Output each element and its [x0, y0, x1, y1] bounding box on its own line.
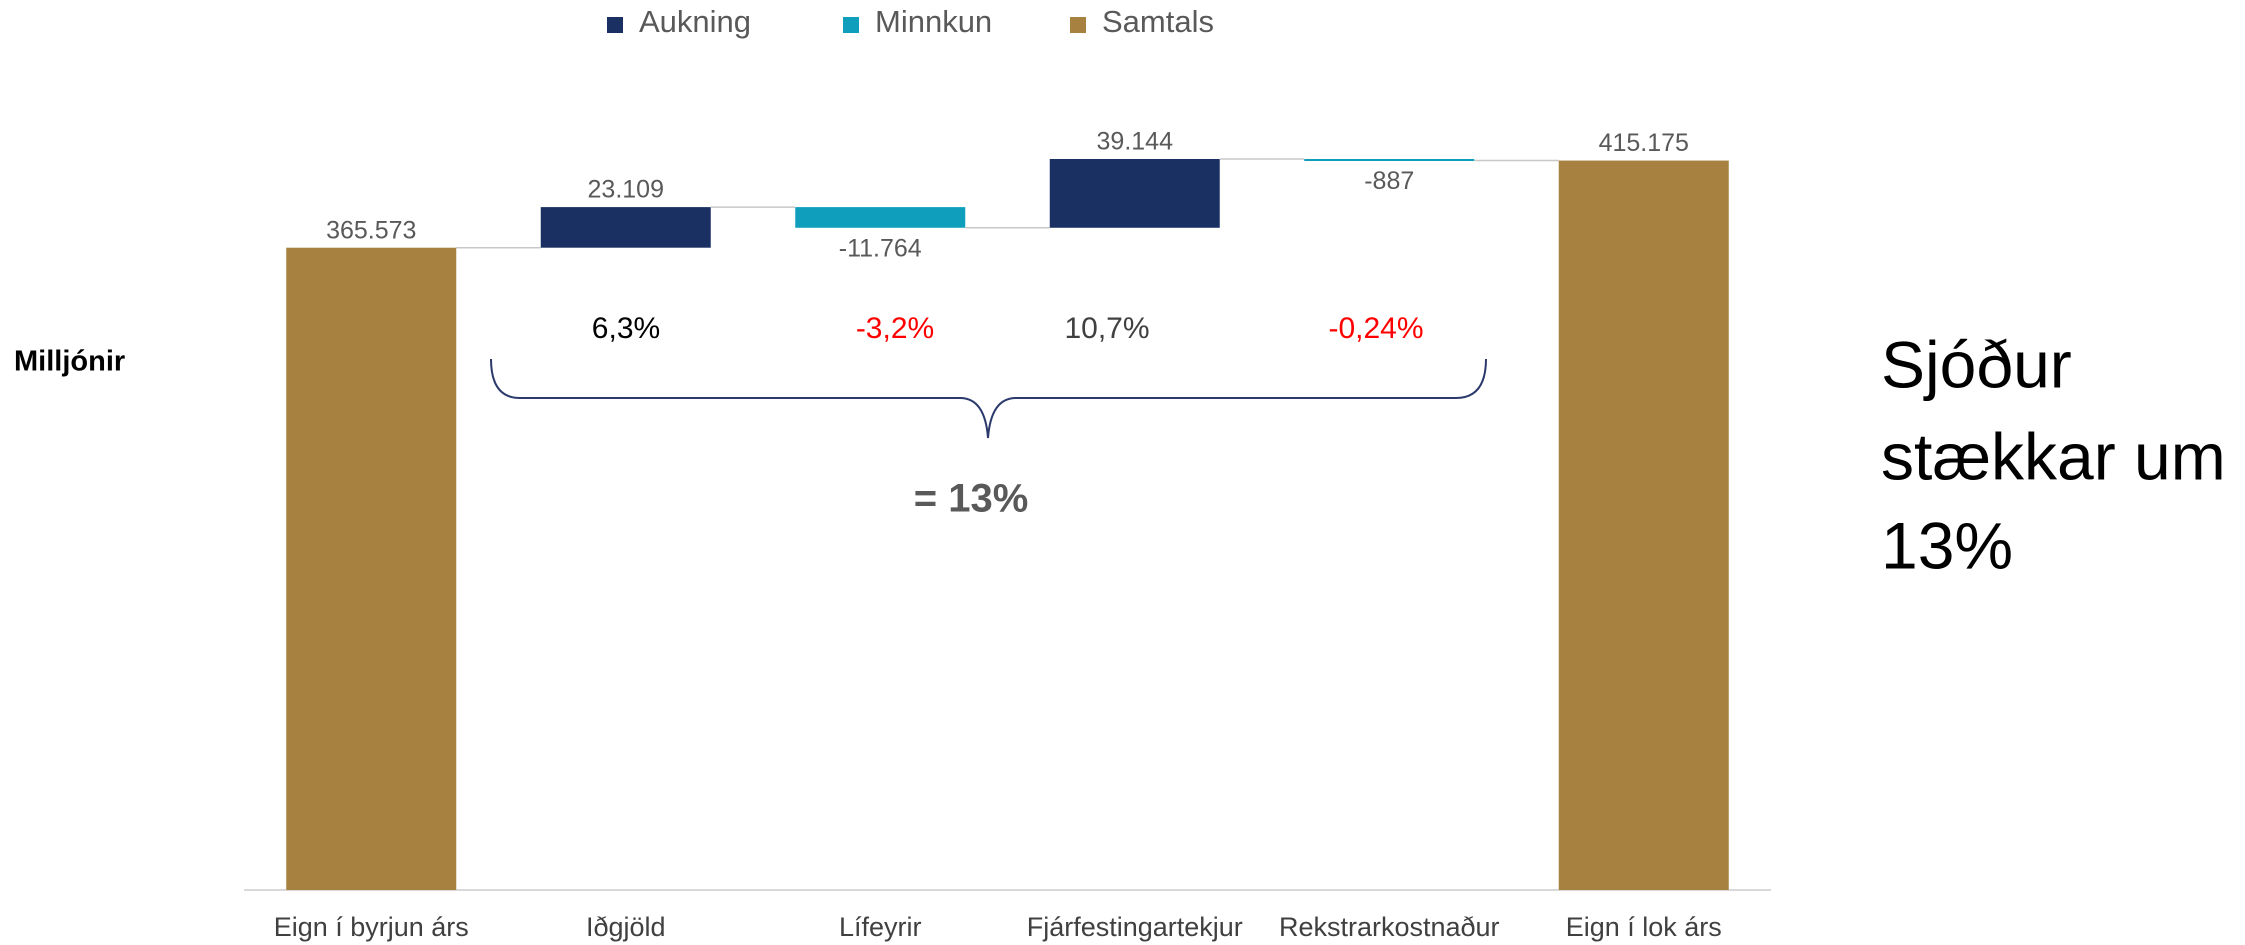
value-label: 365.573: [326, 216, 416, 244]
brace: [490, 358, 1487, 439]
legend-swatch: [607, 17, 623, 33]
x-tick-label: Eign í byrjun árs: [274, 912, 469, 942]
legend-swatch: [843, 17, 859, 33]
value-label: -11.764: [839, 234, 922, 262]
side-note: stækkar um: [1881, 419, 2226, 493]
legend-swatch: [1070, 17, 1086, 33]
x-tick-label: Lífeyrir: [839, 912, 922, 942]
legend-label: Samtals: [1102, 4, 1214, 39]
percent-annotation: 6,3%: [592, 312, 660, 345]
x-tick-label: Fjárfestingartekjur: [1027, 912, 1243, 942]
bar: [286, 247, 457, 890]
value-label: 415.175: [1599, 129, 1689, 157]
bar: [1558, 160, 1729, 890]
side-note: 13%: [1881, 508, 2013, 582]
value-label: 39.144: [1097, 128, 1174, 156]
side-note: Sjóður: [1881, 327, 2072, 401]
x-tick-label: Rekstrarkostnaður: [1279, 912, 1500, 942]
legend-label: Aukning: [639, 4, 751, 39]
bar: [540, 207, 711, 248]
legend-label: Minnkun: [875, 4, 992, 39]
percent-annotation: -3,2%: [856, 312, 934, 345]
total-note: = 13%: [914, 477, 1029, 521]
x-tick-label: Eign í lok árs: [1566, 912, 1722, 942]
bar: [1304, 159, 1475, 161]
percent-annotation: -0,24%: [1328, 312, 1423, 345]
bar: [795, 207, 966, 228]
percent-annotation: 10,7%: [1064, 312, 1149, 345]
x-tick-label: Iðgjöld: [586, 912, 666, 942]
value-label: -887: [1364, 167, 1414, 195]
bar: [1049, 159, 1220, 228]
y-axis-label: Milljónir: [14, 346, 125, 378]
value-label: 23.109: [588, 176, 664, 204]
